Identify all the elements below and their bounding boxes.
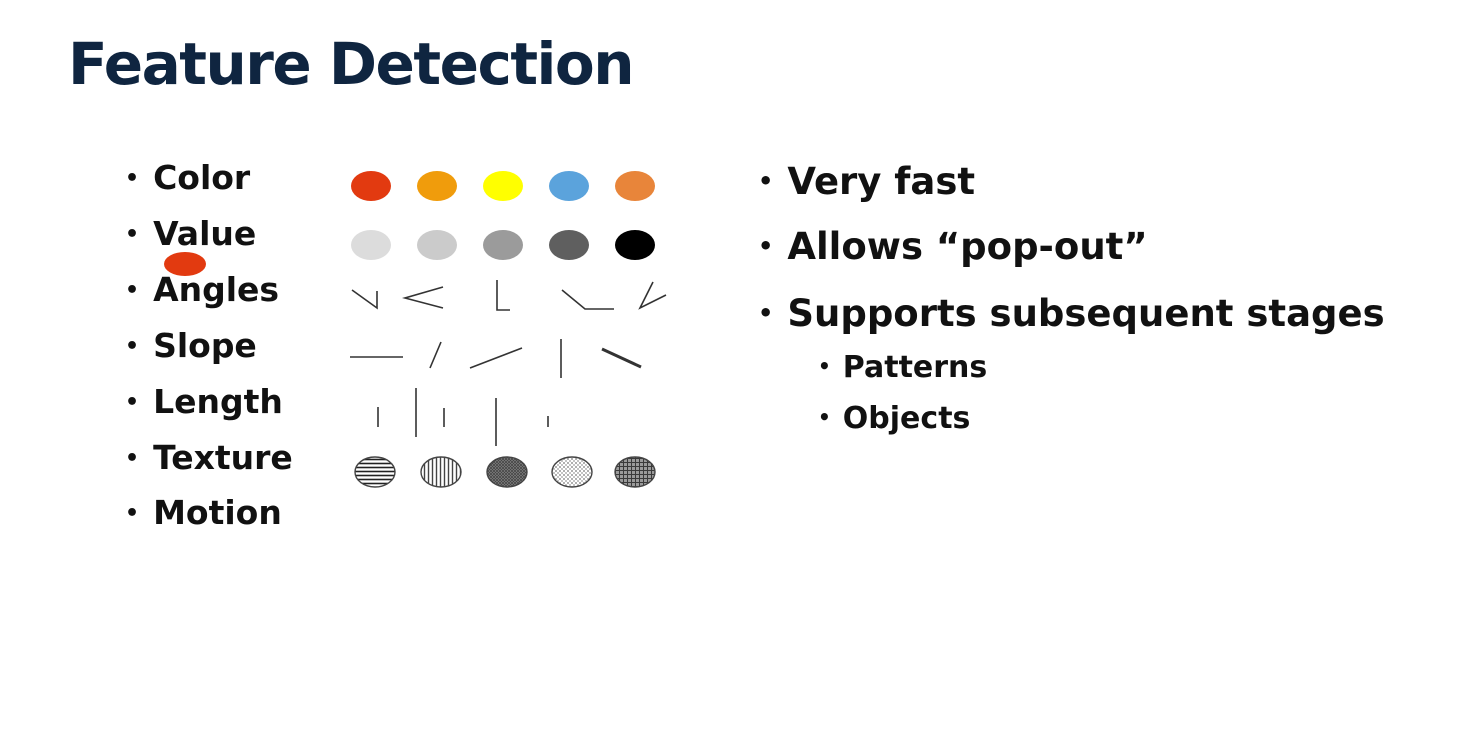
color-swatch-3 <box>549 171 589 201</box>
bullet: • <box>758 232 774 260</box>
feature-label: Texture <box>153 438 293 477</box>
slope-glyphs <box>350 339 642 378</box>
feature-item-angles: • Angles <box>125 270 279 310</box>
bullet: • <box>125 390 140 415</box>
bullet: • <box>125 166 140 191</box>
value-swatch-1 <box>417 230 457 260</box>
texture-swatch-4 <box>614 456 656 488</box>
point-text: Objects <box>842 401 971 436</box>
feature-label: Length <box>153 382 283 421</box>
stray-red-oval <box>164 252 206 276</box>
angle-glyph-1 <box>401 286 444 309</box>
bullet: • <box>818 354 831 378</box>
feature-label: Value <box>153 214 257 253</box>
feature-item-slope: • Slope <box>125 326 257 366</box>
bullet: • <box>125 501 140 526</box>
color-swatch-1 <box>417 171 457 201</box>
texture-swatch-2 <box>486 456 528 488</box>
bullet: • <box>125 278 140 303</box>
length-glyphs <box>377 388 549 446</box>
value-swatch-0 <box>351 230 391 260</box>
bullet: • <box>125 334 140 359</box>
angle-glyph-3 <box>561 289 614 310</box>
slope-glyph-2 <box>469 347 523 369</box>
feature-label: Slope <box>153 326 257 365</box>
feature-item-texture: • Texture <box>125 438 293 478</box>
value-swatch-4 <box>615 230 655 260</box>
feature-label: Motion <box>153 493 282 532</box>
slide-title: Feature Detection <box>68 30 635 98</box>
angle-glyph-2 <box>496 280 510 311</box>
bullet: • <box>758 299 774 327</box>
slope-glyph-4 <box>601 347 642 369</box>
angle-glyphs <box>351 280 667 311</box>
feature-item-color: • Color <box>125 158 250 198</box>
feature-label: Color <box>153 158 251 197</box>
texture-swatch-3 <box>551 456 593 488</box>
bullet: • <box>125 446 140 471</box>
texture-swatch-0 <box>354 456 396 488</box>
glyph-grid <box>350 171 667 488</box>
point-pop-out: • Allows “pop-out” <box>758 220 1148 272</box>
sub-point-objects: • Objects <box>818 396 970 438</box>
point-text: Patterns <box>842 350 988 385</box>
point-text: Supports subsequent stages <box>787 292 1385 335</box>
feature-glyphs <box>335 150 680 495</box>
point-text: Allows “pop-out” <box>787 225 1148 268</box>
feature-item-value: • Value <box>125 214 256 254</box>
bullet: • <box>125 222 140 247</box>
bullet: • <box>818 405 831 429</box>
point-supports-stages: • Supports subsequent stages <box>758 287 1385 339</box>
color-swatch-2 <box>483 171 523 201</box>
sub-point-patterns: • Patterns <box>818 345 987 387</box>
color-swatch-4 <box>615 171 655 201</box>
color-swatch-0 <box>351 171 391 201</box>
feature-label: Angles <box>153 270 280 309</box>
point-text: Very fast <box>787 160 976 203</box>
value-swatch-3 <box>549 230 589 260</box>
angle-glyph-0 <box>351 289 378 310</box>
point-very-fast: • Very fast <box>758 155 975 207</box>
angle-glyph-4 <box>638 281 667 310</box>
slope-glyph-1 <box>429 341 442 369</box>
feature-item-length: • Length <box>125 382 283 422</box>
texture-swatch-1 <box>420 456 462 488</box>
feature-item-motion: • Motion <box>125 493 282 533</box>
value-swatch-2 <box>483 230 523 260</box>
bullet: • <box>758 167 774 195</box>
